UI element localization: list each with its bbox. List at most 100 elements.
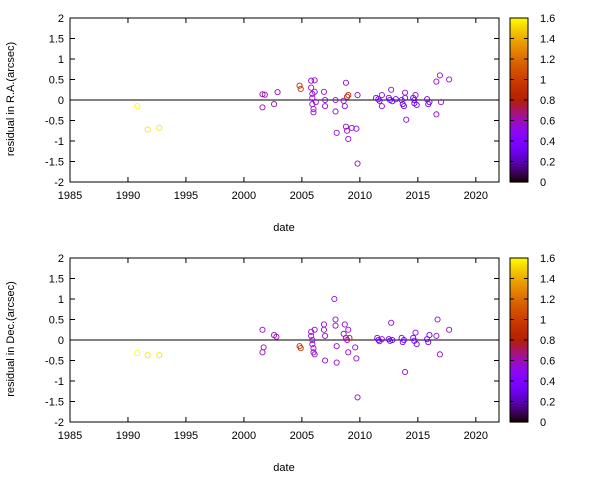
colorbar-segment — [510, 404, 528, 408]
colorbar-segment — [510, 363, 528, 367]
colorbar-tick-label: 1.2 — [540, 294, 555, 306]
data-point — [320, 326, 327, 333]
data-point — [297, 85, 304, 92]
data-point — [346, 334, 353, 342]
x-tick-label: 2020 — [464, 430, 488, 442]
data-point — [400, 103, 407, 110]
y-tick-label: -2 — [54, 417, 64, 429]
colorbar-segment — [510, 23, 528, 27]
data-point — [412, 92, 419, 99]
colorbar-segment — [510, 378, 528, 382]
colorbar-tick-label: 1.4 — [540, 34, 555, 46]
colorbar-segment — [510, 263, 528, 267]
data-point — [341, 321, 348, 328]
colorbar-segment — [510, 33, 528, 37]
colorbar-segment — [510, 94, 528, 99]
x-tick-label: 2015 — [406, 190, 430, 202]
colorbar-segment — [510, 409, 528, 413]
data-point — [375, 96, 382, 103]
colorbar-segment — [510, 48, 528, 52]
colorbar-segment — [510, 383, 528, 387]
data-point — [308, 332, 315, 339]
data-point — [413, 101, 420, 108]
x-tick-label: 1990 — [116, 430, 140, 442]
data-point — [436, 72, 443, 79]
colorbar-segment — [510, 355, 528, 359]
data-point — [333, 359, 340, 366]
colorbar-segment — [510, 368, 528, 372]
colorbar-segment — [510, 357, 528, 362]
data-point — [434, 316, 441, 323]
colorbar-segment — [510, 311, 528, 315]
colorbar-segment — [510, 123, 528, 127]
y-tick-label: -2 — [54, 177, 64, 189]
data-point — [385, 336, 392, 343]
y-tick-label: -0.5 — [45, 116, 64, 128]
colorbar-segment — [510, 64, 528, 68]
data-point — [402, 368, 409, 376]
colorbar-segment — [510, 283, 528, 287]
data-point — [412, 329, 419, 336]
data-point — [446, 326, 453, 333]
colorbar-segment — [510, 352, 528, 356]
data-point — [144, 352, 151, 359]
data-point — [378, 336, 385, 343]
data-point — [345, 135, 352, 142]
data-point — [308, 84, 315, 91]
colorbar-segment — [510, 74, 528, 78]
colorbar-segment — [510, 133, 528, 137]
y-tick-label: 1 — [58, 54, 64, 66]
data-point — [353, 125, 360, 132]
x-tick-label: 1985 — [58, 190, 82, 202]
data-point — [375, 336, 382, 344]
y-tick-label: 0 — [58, 95, 64, 107]
data-point — [260, 344, 267, 351]
data-point — [331, 295, 338, 303]
data-point — [144, 126, 151, 133]
data-point — [322, 103, 329, 110]
colorbar-segment — [510, 316, 528, 321]
data-point — [446, 76, 453, 83]
colorbar-segment — [510, 107, 528, 111]
colorbar-segment — [510, 102, 528, 106]
colorbar-segment — [510, 166, 528, 170]
colorbar-segment — [510, 76, 528, 81]
colorbar-segment — [510, 89, 528, 93]
colorbar-segment — [510, 342, 528, 346]
data-point — [308, 77, 315, 84]
colorbar-segment — [510, 66, 528, 70]
y-tick-label: 0 — [58, 335, 64, 347]
data-point — [436, 351, 443, 358]
y-tick-label: 1.5 — [49, 34, 64, 46]
data-point — [310, 345, 317, 352]
data-point — [309, 336, 316, 344]
y-tick-label: 2 — [58, 253, 64, 265]
data-point — [402, 89, 409, 96]
colorbar-segment — [510, 299, 528, 303]
data-point — [352, 344, 359, 351]
data-point — [309, 341, 316, 348]
data-point — [259, 91, 266, 98]
data-point — [311, 351, 318, 358]
x-tick-label: 2005 — [290, 190, 314, 202]
colorbar-segment — [510, 306, 528, 310]
colorbar-segment — [510, 291, 528, 295]
colorbar-segment — [510, 288, 528, 292]
colorbar-segment — [510, 275, 528, 280]
data-point — [332, 322, 339, 329]
data-point — [345, 349, 352, 356]
data-point — [322, 357, 329, 364]
colorbar-segment — [510, 171, 528, 175]
colorbar-segment — [510, 156, 528, 160]
colorbar-tick-label: 1 — [540, 75, 546, 87]
colorbar-tick-label: 0.2 — [540, 157, 555, 169]
data-point — [310, 105, 317, 113]
data-point — [388, 86, 395, 93]
colorbar-segment — [510, 304, 528, 308]
colorbar-segment — [510, 51, 528, 55]
data-point — [261, 91, 268, 98]
colorbar-tick-label: 0.4 — [540, 136, 555, 148]
colorbar-segment — [510, 347, 528, 351]
colorbar-segment — [510, 334, 528, 339]
colorbar-segment — [510, 314, 528, 318]
